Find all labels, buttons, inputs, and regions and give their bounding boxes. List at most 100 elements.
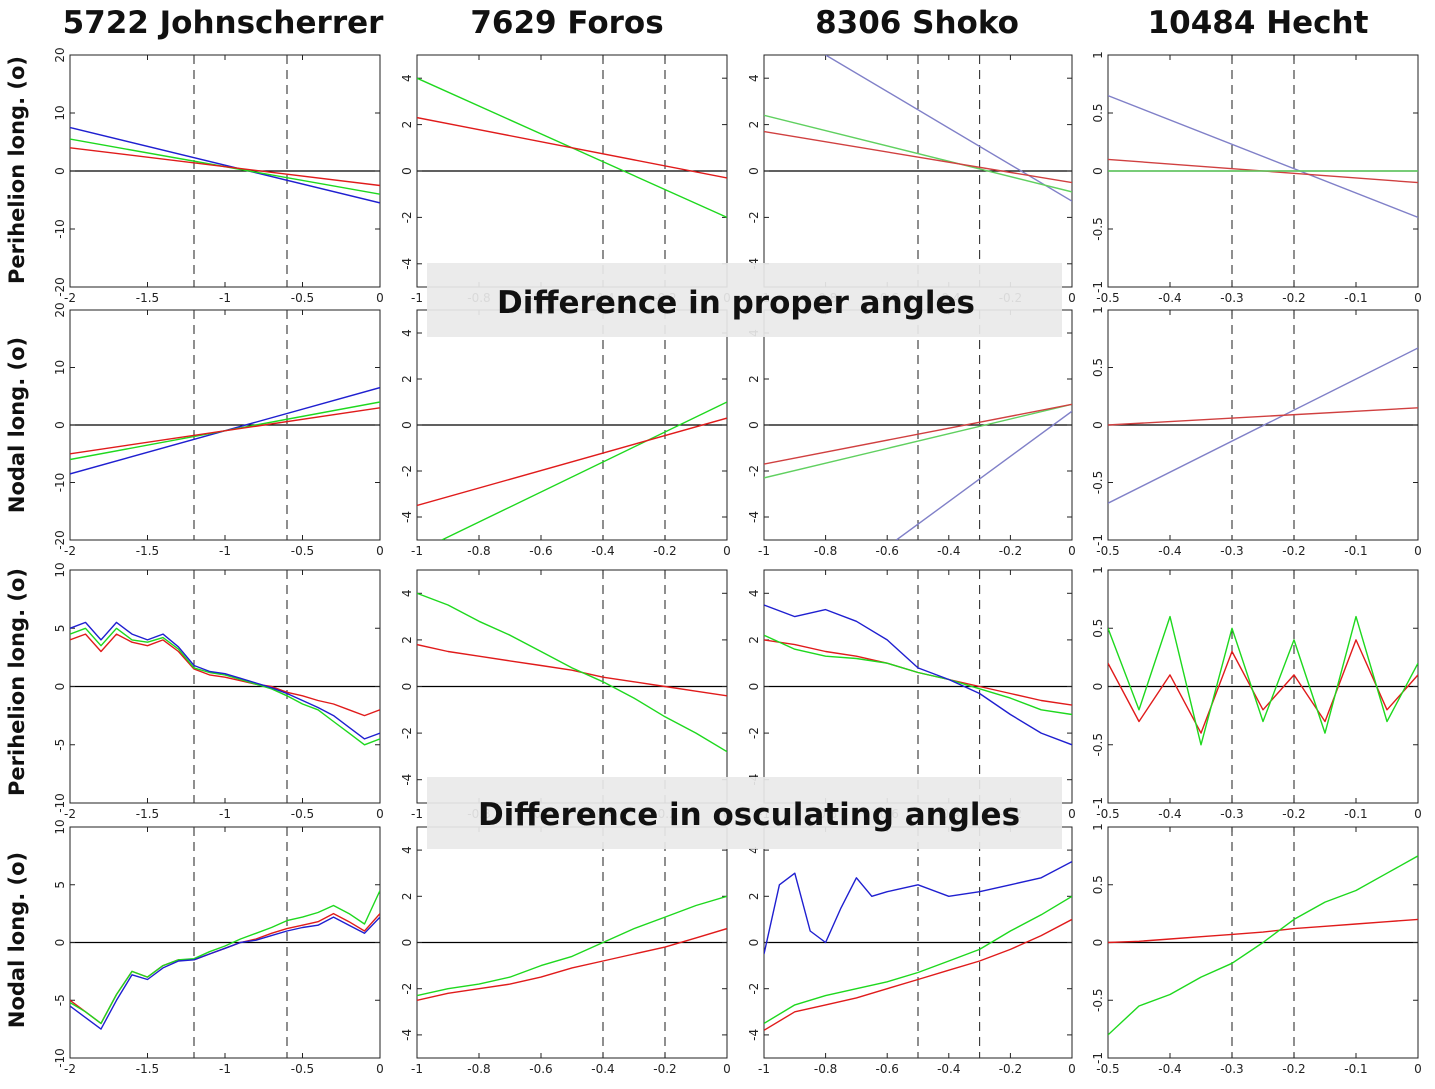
y-tick-label: 4 <box>400 329 414 337</box>
y-tick-label: 0 <box>400 421 414 429</box>
x-tick-label: 0 <box>1414 291 1422 305</box>
y-tick-label: 1 <box>1091 823 1105 831</box>
x-tick-label: -1 <box>411 1062 423 1076</box>
x-tick-label: -0.5 <box>1096 807 1119 821</box>
x-tick-label: -1 <box>219 291 231 305</box>
x-tick-label: -0.2 <box>999 1062 1022 1076</box>
x-tick-label: -2 <box>64 291 76 305</box>
y-tick-label: -2 <box>400 727 414 739</box>
series-line-red <box>417 927 727 1001</box>
x-tick-label: -0.8 <box>467 544 490 558</box>
y-tick-label: 0 <box>747 167 761 175</box>
row-label-osculating-perihelion: Perihelion long. (o) <box>5 568 29 796</box>
panel-r4-c4: -0.5 -0.4 -0.3 -0.2 -0.1 0-1-0.500.51 <box>1091 823 1422 1076</box>
y-tick-label: 0 <box>747 683 761 691</box>
y-tick-label: 0 <box>53 167 67 175</box>
x-tick-label: -1.5 <box>136 807 159 821</box>
y-tick-label: -1 <box>1091 1052 1105 1064</box>
y-tick-label: -20 <box>53 530 67 550</box>
panel-r3-c1: -2 -1.5 -1 -0.5 0 -10 -5 0 5 10 <box>53 562 384 821</box>
y-tick-label: 20 <box>53 47 67 62</box>
series-group <box>1108 855 1418 1036</box>
x-tick-label: 0 <box>376 291 384 305</box>
series-line-green <box>417 895 727 997</box>
column-title-johnscherrer: 5722 Johnscherrer <box>63 5 385 41</box>
panel-r2-c2: -1 -0.8 -0.6 -0.4 -0.2 0 -4 -2 0 2 4 <box>400 309 731 558</box>
series-line-red <box>417 643 727 697</box>
series-line-blue <box>70 621 380 740</box>
y-tick-label: -0.5 <box>1091 733 1105 756</box>
panel-r4-c3: -1 -0.8 -0.6 -0.4 -0.2 0 -4 -2 0 2 4 <box>747 826 1076 1076</box>
x-tick-label: -0.4 <box>591 1062 614 1076</box>
series-group <box>764 604 1072 746</box>
y-tick-label: -2 <box>400 211 414 223</box>
series-group <box>1108 615 1418 746</box>
y-tick-label: -20 <box>53 277 67 297</box>
x-tick-label: -0.4 <box>1158 291 1181 305</box>
series-line-red <box>70 147 380 187</box>
banner-proper-background <box>427 263 1062 337</box>
series-group <box>1108 94 1418 219</box>
y-tick-label: 0.5 <box>1091 103 1105 122</box>
x-tick-label: -1 <box>411 807 423 821</box>
y-tick-label: 1 <box>1091 566 1105 574</box>
series-line-red <box>1108 639 1418 734</box>
y-tick-label: -4 <box>747 511 761 523</box>
x-tick-label: -0.3 <box>1220 1062 1243 1076</box>
y-tick-label: -1 <box>1091 534 1105 546</box>
x-tick-label: 0 <box>1414 807 1422 821</box>
x-tick-label: -0.6 <box>529 1062 552 1076</box>
series-line-pale_blue <box>895 410 1072 540</box>
y-tick-label: 10 <box>53 360 67 375</box>
y-tick-label: 4 <box>747 74 761 82</box>
series-line-pale_red <box>764 403 1072 465</box>
x-tick-label: -0.5 <box>291 544 314 558</box>
y-tick-label: -4 <box>400 511 414 523</box>
x-tick-label: -0.3 <box>1220 544 1243 558</box>
x-tick-label: -0.5 <box>1096 544 1119 558</box>
x-tick-label: 0 <box>376 807 384 821</box>
panel-r1-c4: -0.5 -0.4 -0.3 -0.2 -0.1 0-1-0.500.51 <box>1091 51 1422 305</box>
x-tick-label: -0.5 <box>1096 291 1119 305</box>
x-tick-label: -0.6 <box>875 1062 898 1076</box>
y-tick-label: 2 <box>400 892 414 900</box>
y-tick-label: -10 <box>53 219 67 239</box>
series-line-pale_green <box>764 403 1072 479</box>
x-tick-label: -0.6 <box>875 544 898 558</box>
y-tick-label: -2 <box>747 983 761 995</box>
y-tick-label: -4 <box>400 1029 414 1041</box>
series-line-blue <box>764 860 1072 955</box>
x-tick-label: 0 <box>723 544 731 558</box>
series-line-green <box>764 634 1072 716</box>
x-tick-label: 0 <box>723 1062 731 1076</box>
x-tick-label: -0.2 <box>999 544 1022 558</box>
y-tick-label: 1 <box>1091 51 1105 59</box>
series-line-pale_red <box>1108 407 1418 426</box>
series-line-red <box>417 417 727 507</box>
x-tick-label: -2 <box>64 544 76 558</box>
y-tick-label: 4 <box>747 589 761 597</box>
y-tick-label: -2 <box>747 465 761 477</box>
panel-r1-c1: -2 -1.5 -1 -0.5 0 -20 -10 0 10 20 <box>53 47 384 305</box>
x-tick-label: -1.5 <box>136 544 159 558</box>
series-line-pale_blue <box>825 55 1072 202</box>
x-tick-label: -0.3 <box>1220 807 1243 821</box>
x-tick-label: 0 <box>1068 544 1076 558</box>
y-tick-label: 4 <box>400 74 414 82</box>
series-group <box>70 621 380 746</box>
series-line-blue <box>70 126 380 204</box>
column-title-hecht: 10484 Hecht <box>1148 5 1369 41</box>
series-group <box>417 592 727 753</box>
x-tick-label: -1.5 <box>136 1062 159 1076</box>
x-tick-label: 0 <box>376 1062 384 1076</box>
y-tick-label: -10 <box>53 793 67 813</box>
panel-r2-c1: -2 -1.5 -1 -0.5 0 -20 -10 0 10 20 <box>53 302 384 558</box>
y-tick-label: 0 <box>1091 939 1105 947</box>
x-tick-label: -0.8 <box>814 544 837 558</box>
series-line-red <box>70 407 380 455</box>
series-line-red <box>417 116 727 179</box>
x-tick-label: -1 <box>219 807 231 821</box>
